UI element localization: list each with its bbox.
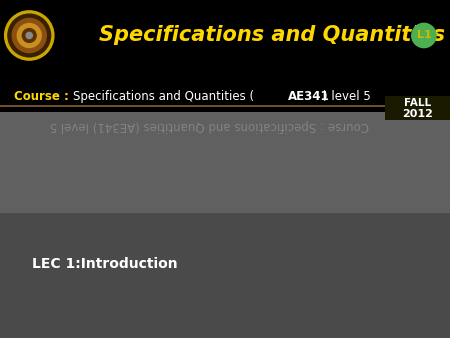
Bar	[0, 0, 450, 112]
Text: FALL: FALL	[404, 98, 431, 108]
Text: LEC 1:Introduction: LEC 1:Introduction	[32, 257, 177, 271]
Text: Specifications and Quantities (: Specifications and Quantities (	[73, 90, 255, 103]
Ellipse shape	[411, 23, 437, 48]
Ellipse shape	[17, 23, 42, 48]
Ellipse shape	[4, 10, 54, 61]
Bar	[0, 214, 450, 338]
Ellipse shape	[12, 18, 47, 53]
Text: Course :: Course :	[14, 90, 72, 103]
Bar	[385, 96, 450, 120]
Text: ) level 5: ) level 5	[323, 90, 370, 103]
Ellipse shape	[7, 14, 51, 57]
Text: AE341: AE341	[288, 90, 329, 103]
Text: Specifications and Quantities: Specifications and Quantities	[99, 25, 445, 46]
Text: 2012: 2012	[402, 109, 433, 119]
Text: Course : Specifications and Quantities (AE341) level 5: Course : Specifications and Quantities (…	[50, 119, 369, 131]
Ellipse shape	[26, 32, 33, 39]
Bar	[0, 112, 450, 338]
Text: L1: L1	[417, 30, 431, 41]
Ellipse shape	[22, 28, 37, 43]
